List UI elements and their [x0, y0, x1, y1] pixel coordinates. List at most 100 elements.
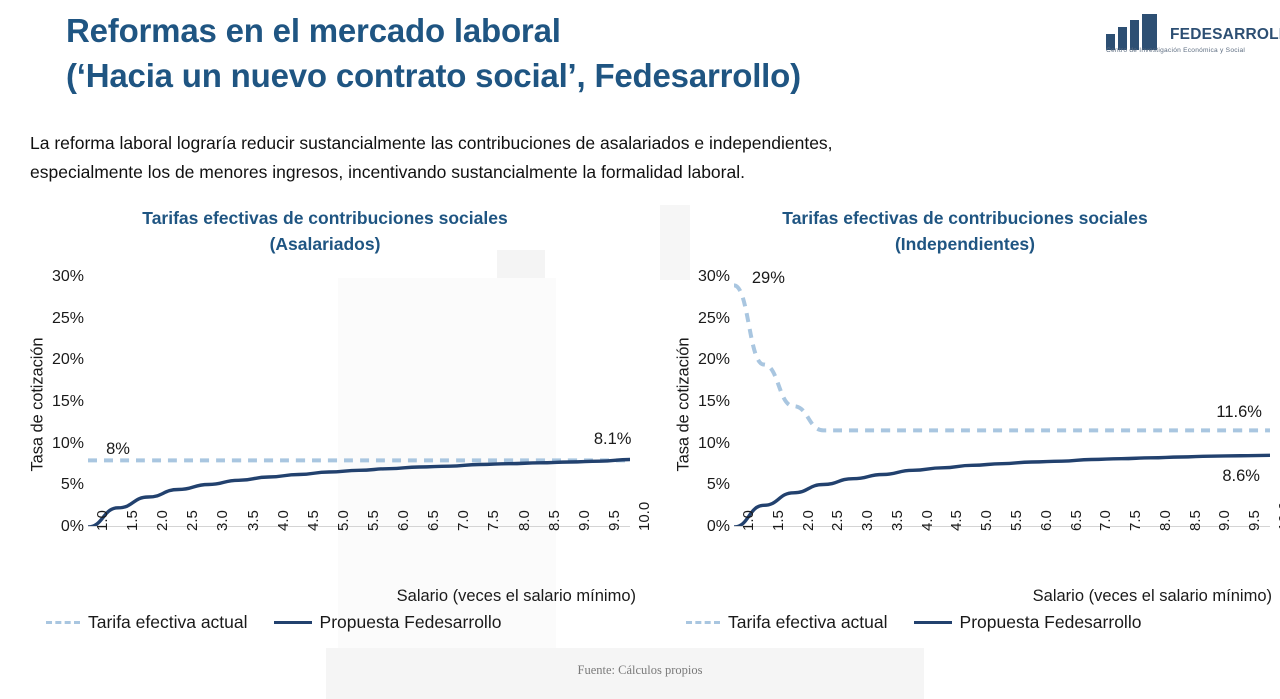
y-axis-tick-label: 10% [51, 434, 84, 452]
legend-solid-line-icon [913, 621, 952, 624]
y-axis-tick-label: 20% [51, 351, 84, 369]
legend-dashed-line-icon [686, 621, 720, 624]
logo-bars-icon [1106, 14, 1162, 50]
x-axis-tick-label: 6.0 [1037, 510, 1055, 531]
y-axis-tick-label: 10% [697, 434, 730, 452]
x-axis-tick-label: 5.5 [1008, 510, 1025, 531]
x-axis-tick-label: 9.5 [605, 510, 623, 531]
x-axis-tick-label: 1.5 [769, 510, 787, 531]
legend-item-propuesta[interactable]: Propuesta Fedesarrollo [913, 612, 1142, 633]
background-placeholder [338, 278, 556, 668]
x-axis-line [88, 526, 630, 527]
y-axis-tick-label: 15% [51, 393, 84, 410]
logo-bar [1130, 20, 1139, 50]
x-axis-tick-label: 2.0 [154, 510, 172, 531]
x-axis-tick-label: 8.0 [1156, 510, 1174, 531]
x-axis-tick-labels: 1.0 1.5 2.0 2.5 3.0 3.5 4.0 4.5 5.0 5.5 6.0 6.5 7.0 7… [734, 502, 1280, 587]
legend-item-actual[interactable]: Tarifa efectiva actual [686, 612, 888, 633]
x-axis-tick-label: 3.0 [214, 510, 232, 531]
chart-svg-asalariados [88, 457, 630, 527]
x-axis-tick-label: 5.5 [365, 510, 382, 531]
x-axis-title: Salario (veces el salario mínimo) [396, 587, 636, 605]
chart-title-asalariados: Tarifas efectivas de contribuciones soci… [10, 205, 640, 257]
x-axis-tick-label: 4.5 [304, 510, 322, 531]
logo-bar [1118, 27, 1127, 50]
chart-title-line-2: (Asalariados) [269, 234, 381, 254]
x-axis-tick-label: 1.5 [124, 510, 142, 531]
x-axis-tick-label: 7.5 [485, 510, 503, 531]
y-axis-tick-label: 25% [697, 309, 730, 327]
chart-title-line-1: Tarifas efectivas de contribuciones soci… [782, 208, 1148, 228]
page-title-line-1: Reformas en el mercado laboral [66, 12, 561, 49]
chart-title-line-1: Tarifas efectivas de contribuciones soci… [142, 208, 508, 228]
x-axis-title: Salario (veces el salario mínimo) [1032, 587, 1272, 605]
chart-svg-independientes [734, 283, 1270, 527]
y-axis-tick-label: 5% [706, 476, 730, 494]
x-axis-tick-label: 1.0 [740, 510, 757, 531]
background-placeholder [497, 250, 545, 278]
x-axis-tick-label: 5.0 [334, 510, 352, 531]
chart-legend-independientes: Tarifa efectiva actual Propuesta Fedesar… [686, 612, 1141, 633]
x-axis-tick-label: 3.5 [888, 510, 906, 531]
y-axis-tick-labels: 0% 5% 10% 15% 20% 25% 30% [678, 268, 730, 535]
x-axis-tick-label: 6.5 [425, 510, 443, 531]
x-axis-tick-label: 9.0 [1216, 510, 1234, 531]
x-axis-tick-label: 4.0 [274, 510, 292, 531]
x-axis-tick-label: 7.0 [1097, 510, 1115, 531]
x-axis-tick-label: 1.0 [94, 510, 111, 531]
plot-canvas-independientes: 29% 11.6% 8.6% [734, 269, 1270, 527]
series-line [734, 453, 1270, 527]
data-label-propuesta: 8.6% [1222, 466, 1260, 485]
x-axis-tick-label: 5.0 [978, 510, 996, 531]
plot-area-asalariados: Tasa de cotización 0% 5% 10% 15% 20% 25% 30% 8… [10, 268, 654, 605]
data-label-actual: 8% [106, 440, 130, 459]
x-axis-tick-label: 6.0 [395, 510, 413, 531]
page-title-line-2: (‘Hacia un nuevo contrato social’, Fedes… [66, 57, 801, 94]
x-axis-tick-label: 3.5 [244, 510, 262, 531]
x-axis-tick-label: 8.5 [1186, 510, 1204, 531]
logo-bar [1106, 34, 1115, 50]
legend-dashed-line-icon [46, 621, 80, 624]
lead-paragraph-line-2: especialmente los de menores ingresos, i… [30, 162, 745, 182]
chart-panel-independientes: Tarifas efectivas de contribuciones soci… [650, 205, 1280, 655]
logo-tagline: Centro de Investigación Económica y Soci… [1106, 47, 1246, 54]
background-placeholder [660, 205, 690, 280]
x-axis-tick-label: 9.5 [1246, 510, 1264, 531]
background-placeholder [326, 648, 924, 699]
logo-name: FEDESARROLLO [1170, 26, 1280, 43]
x-axis-tick-label: 3.0 [859, 510, 877, 531]
series-line [734, 283, 1270, 433]
x-axis-tick-label: 9.0 [575, 510, 593, 531]
x-axis-tick-label: 7.5 [1127, 510, 1145, 531]
legend-solid-line-icon [273, 621, 312, 624]
plot-area-independientes: Tasa de cotización 0% 5% 10% 15% 20% 25% 30% 2… [650, 268, 1280, 605]
y-axis-tick-labels: 0% 5% 10% 15% 20% 25% 30% [32, 268, 84, 535]
x-axis-line [734, 526, 1270, 527]
legend-item-actual[interactable]: Tarifa efectiva actual [46, 612, 248, 633]
series-line [88, 457, 630, 527]
plot-canvas-asalariados: 8% 8.1% [88, 277, 631, 527]
x-axis-tick-labels: 1.0 1.5 2.0 2.5 3.0 3.5 4.0 4.5 5.0 5.5 6.0 6.5 7.0 7… [88, 502, 653, 587]
y-axis-tick-label: 0% [60, 518, 84, 535]
y-axis-tick-label: 30% [51, 268, 84, 285]
chart-title-independientes: Tarifas efectivas de contribuciones soci… [650, 205, 1280, 257]
lead-paragraph: La reforma laboral lograría reducir sust… [30, 129, 1198, 187]
x-axis-tick-label: 8.5 [545, 510, 563, 531]
lead-paragraph-line-1: La reforma laboral lograría reducir sust… [30, 133, 833, 153]
x-axis-tick-label: 4.5 [948, 510, 966, 531]
x-axis-tick-label: 2.0 [799, 510, 817, 531]
page-title: Reformas en el mercado laboral (‘Hacia u… [66, 8, 1066, 98]
chart-title-line-2: (Independientes) [894, 234, 1035, 254]
data-label-actual-start: 29% [751, 269, 785, 288]
y-axis-tick-label: 15% [697, 393, 730, 410]
logo-bar [1142, 14, 1157, 50]
chart-legend-asalariados: Tarifa efectiva actual Propuesta Fedesar… [46, 612, 501, 633]
legend-label-propuesta: Propuesta Fedesarrollo [959, 612, 1142, 632]
chart-panel-asalariados: Tarifas efectivas de contribuciones soci… [10, 205, 654, 655]
data-label-actual-end: 11.6% [1216, 402, 1262, 421]
legend-item-propuesta[interactable]: Propuesta Fedesarrollo [273, 612, 501, 633]
y-axis-tick-label: 5% [60, 476, 84, 494]
x-axis-tick-label: 8.0 [515, 510, 533, 531]
slide-header: Reformas en el mercado laboral (‘Hacia u… [0, 0, 1280, 120]
x-axis-tick-label: 2.5 [184, 510, 202, 531]
